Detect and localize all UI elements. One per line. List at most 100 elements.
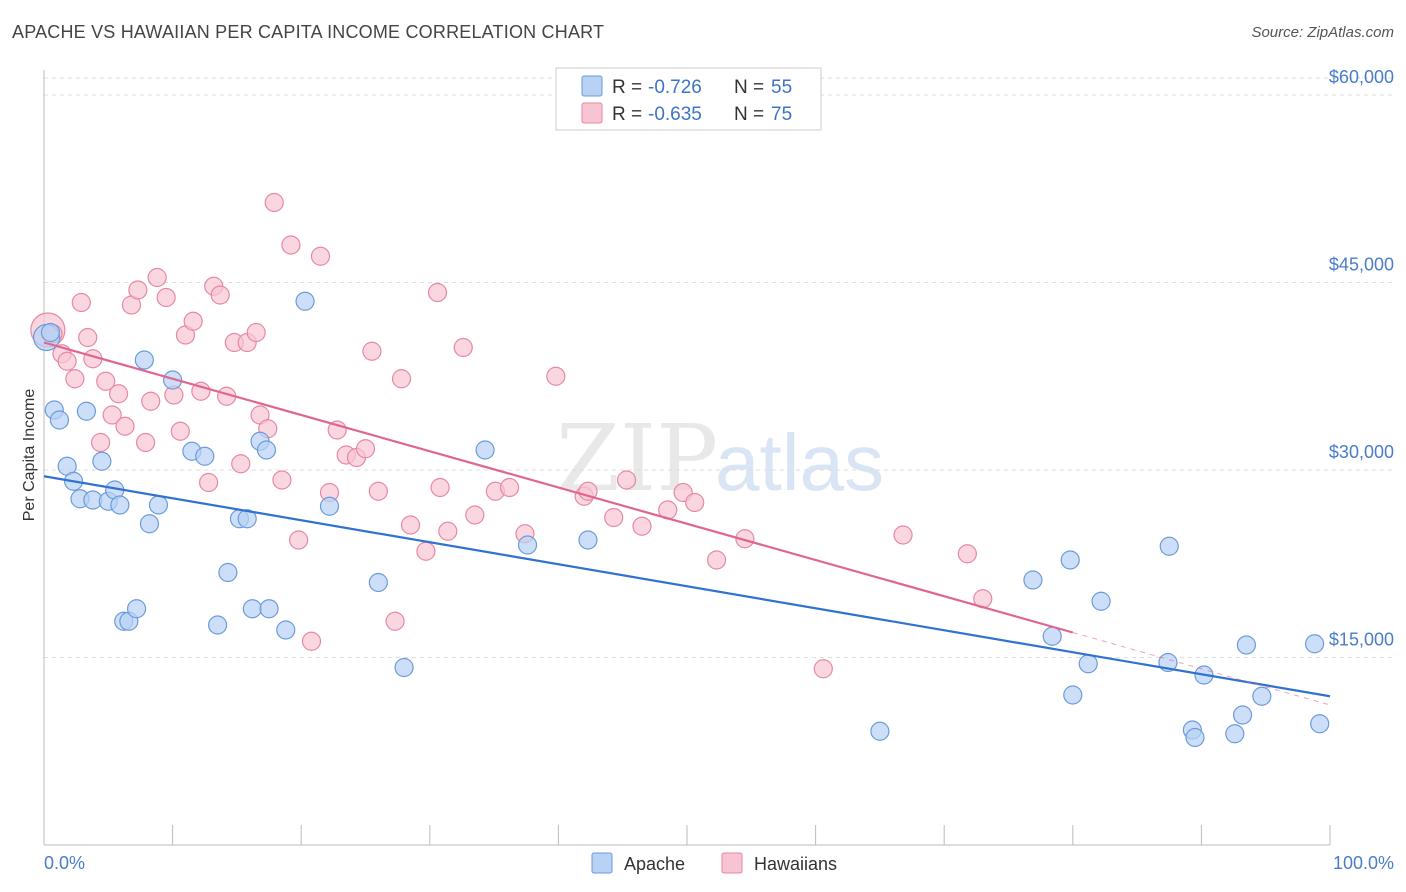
legend-r-value-hawaiians: -0.635 xyxy=(648,104,702,125)
hawaiians-point xyxy=(289,530,309,550)
hawaiians-point xyxy=(391,369,412,389)
y-tick-label: $15,000 xyxy=(1329,630,1394,650)
apache-point xyxy=(148,495,169,515)
apache-point xyxy=(49,410,70,430)
apache-point xyxy=(1236,635,1257,655)
apache-point xyxy=(237,509,257,529)
hawaiians-point xyxy=(199,472,219,493)
apache-point xyxy=(1078,654,1098,674)
hawaiians-point xyxy=(301,631,322,651)
hawaiians-point xyxy=(183,311,203,331)
hawaiians-point xyxy=(400,515,421,535)
legend-r-label-apache: R = xyxy=(612,77,642,98)
apache-point xyxy=(319,496,340,516)
series-legend-swatch-apache xyxy=(591,852,613,874)
apache-point xyxy=(1252,686,1272,706)
apache-trend-line xyxy=(43,475,1331,698)
apache-point xyxy=(1310,714,1330,734)
legend-n-value-hawaiians: 75 xyxy=(771,104,792,125)
apache-point xyxy=(1225,724,1245,744)
apache-point xyxy=(134,350,154,370)
series-legend-label-hawaiians: Hawaiians xyxy=(754,854,837,874)
apache-point xyxy=(870,721,890,741)
hawaiians-point xyxy=(135,432,156,453)
apache-point xyxy=(195,446,215,466)
correlation-legend: R = -0.726 N = 55 R = -0.635 N = 75 xyxy=(555,67,822,131)
apache-point xyxy=(368,572,388,593)
apache-point xyxy=(126,599,147,619)
hawaiians-point xyxy=(156,287,176,308)
hawaiians-point xyxy=(310,246,331,266)
hawaiians-point xyxy=(102,405,122,425)
apache-point xyxy=(1091,591,1111,611)
y-axis-tick-labels: $15,000 $30,000 $45,000 $60,000 xyxy=(1329,67,1394,650)
hawaiians-point xyxy=(210,285,230,305)
apache-point xyxy=(40,322,61,343)
y-axis-label: Per Capita Income xyxy=(21,389,38,522)
trend-lines xyxy=(43,341,1331,706)
apache-point xyxy=(242,599,262,619)
hawaiians-point xyxy=(893,525,913,545)
hawaiians-point xyxy=(368,481,388,501)
watermark: ZIP atlas xyxy=(556,405,884,512)
apache-point xyxy=(394,657,414,678)
source-label: Source: ZipAtlas.com xyxy=(1251,24,1394,41)
apache-point xyxy=(295,291,315,311)
hawaiians-point xyxy=(430,477,450,498)
apache-point xyxy=(139,514,160,534)
hawaiians-point xyxy=(231,454,251,474)
hawaiians-point xyxy=(264,192,284,213)
apache-point xyxy=(208,615,228,635)
apache-point xyxy=(1063,685,1083,705)
hawaiians-point xyxy=(108,384,129,404)
watermark-atlas: atlas xyxy=(715,418,884,507)
hawaiians-point xyxy=(141,391,161,411)
hawaiians-point xyxy=(362,341,382,361)
y-tick-label: $30,000 xyxy=(1329,442,1394,462)
hawaiians-point xyxy=(813,659,833,679)
hawaiians-point xyxy=(115,416,135,436)
hawaiians-point xyxy=(170,421,190,441)
apache-point xyxy=(1232,705,1253,725)
hawaiians-point xyxy=(427,282,448,303)
apache-point xyxy=(475,440,495,460)
hawaiians-point xyxy=(65,369,85,389)
series-legend-label-apache: Apache xyxy=(624,854,685,874)
hawaiians-point xyxy=(706,550,727,570)
hawaiians-point xyxy=(416,541,436,561)
hawaiians-point xyxy=(438,521,458,541)
hawaiians-point xyxy=(57,351,77,371)
apache-point xyxy=(218,562,238,583)
hawaiians-point xyxy=(546,366,566,386)
hawaiians-point xyxy=(96,371,116,391)
gridlines xyxy=(44,77,1394,658)
hawaiians-point xyxy=(147,267,167,288)
hawaiians-point xyxy=(128,280,148,300)
series-legend-swatch-hawaiians xyxy=(721,852,743,874)
hawaiians-point xyxy=(499,477,520,498)
hawaiians-point xyxy=(957,544,977,564)
hawaiians-point xyxy=(385,611,405,631)
hawaiians-point xyxy=(281,235,301,255)
apache-point xyxy=(76,401,97,421)
hawaiians-point xyxy=(191,381,211,401)
y-tick-label: $60,000 xyxy=(1329,67,1394,87)
x-axis-ticks xyxy=(43,825,1331,845)
apache-point xyxy=(1159,536,1179,556)
apache-point xyxy=(1023,570,1043,590)
apache-point xyxy=(1185,727,1205,748)
hawaiians-point xyxy=(685,492,705,513)
hawaiians-point xyxy=(71,292,91,313)
x-tick-label-start: 0.0% xyxy=(44,853,85,873)
hawaiians-point xyxy=(616,470,637,490)
apache-point xyxy=(163,370,183,390)
chart-title: APACHE VS HAWAIIAN PER CAPITA INCOME COR… xyxy=(12,22,605,42)
hawaiians-point xyxy=(78,327,98,348)
hawaiians-point xyxy=(632,516,652,536)
hawaiians-point xyxy=(355,439,376,459)
hawaiians-point xyxy=(604,507,624,528)
hawaiians-point xyxy=(246,322,266,343)
hawaiians-trend-extension xyxy=(1072,632,1331,706)
apache-point xyxy=(92,451,112,471)
legend-r-value-apache: -0.726 xyxy=(648,77,702,98)
